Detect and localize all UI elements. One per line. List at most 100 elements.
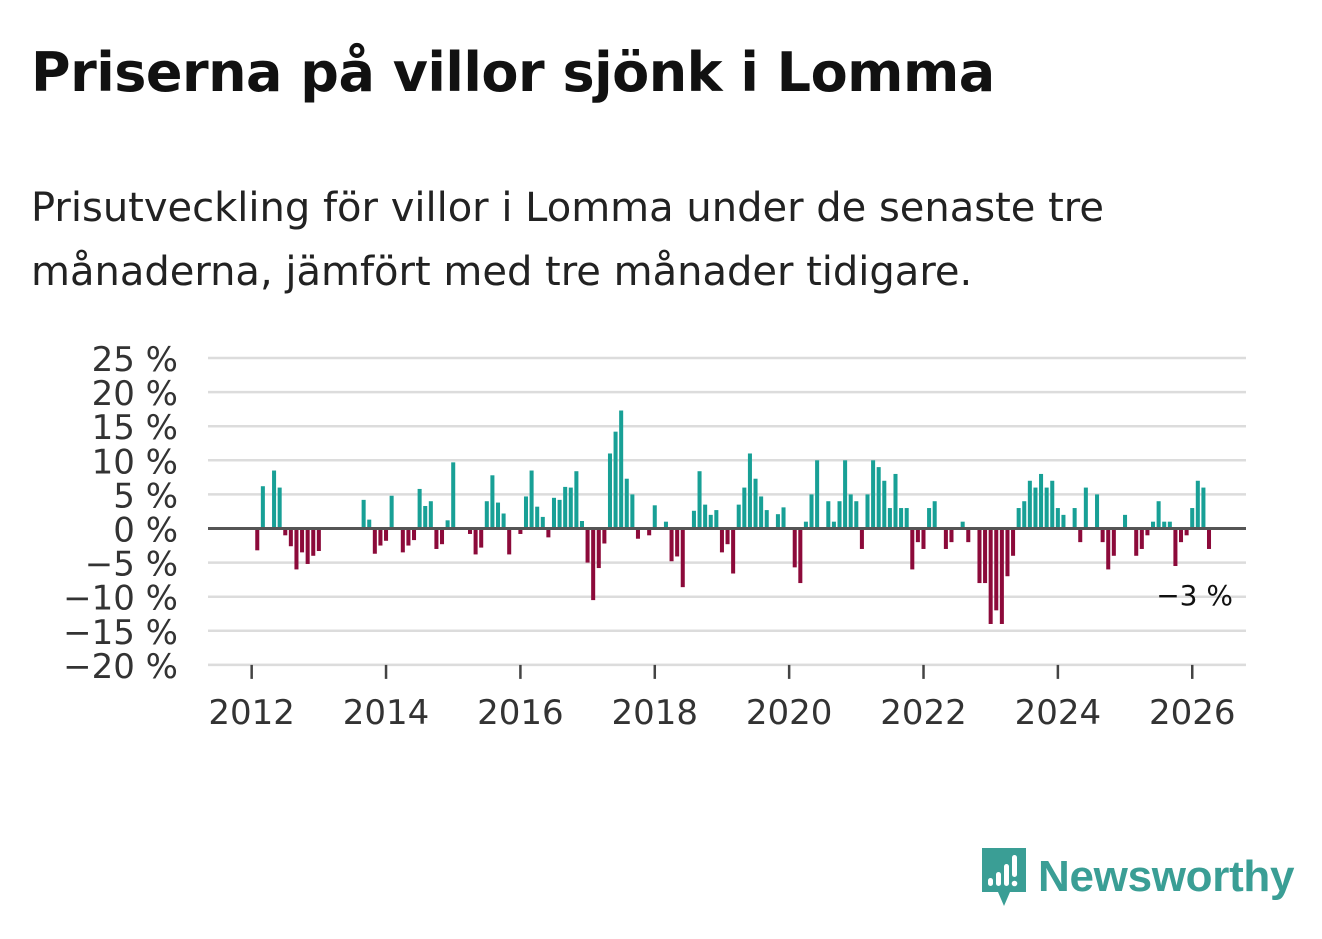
bar xyxy=(1005,528,1010,577)
bar xyxy=(546,528,551,538)
bar xyxy=(484,501,489,529)
x-tick-label: 2012 xyxy=(208,693,295,733)
bar xyxy=(591,528,596,601)
bar xyxy=(501,513,506,529)
bar xyxy=(1206,528,1212,549)
bar xyxy=(966,528,971,543)
bar xyxy=(994,528,999,611)
y-tick-label: 0 % xyxy=(113,511,178,551)
bar xyxy=(423,505,428,529)
bar xyxy=(1134,528,1139,556)
y-tick-label: 5 % xyxy=(113,476,178,516)
x-tick-label: 2014 xyxy=(343,693,430,733)
bar xyxy=(1139,528,1144,549)
bar xyxy=(557,499,562,529)
bar xyxy=(1078,528,1083,543)
bar xyxy=(697,471,702,529)
bar xyxy=(417,488,422,529)
bar xyxy=(378,528,383,546)
bar xyxy=(882,480,887,529)
bar xyxy=(412,528,417,541)
bar xyxy=(1156,501,1161,529)
bar xyxy=(1201,487,1206,529)
bar xyxy=(815,460,820,529)
bar xyxy=(725,528,730,545)
bar xyxy=(490,475,495,529)
bar xyxy=(400,528,405,553)
bar xyxy=(579,521,584,529)
y-tick-label: −20 % xyxy=(63,647,178,687)
bar xyxy=(1011,528,1016,556)
bar xyxy=(1184,528,1189,536)
bar xyxy=(708,514,713,529)
bar xyxy=(473,528,478,555)
bar xyxy=(607,453,612,529)
bar xyxy=(647,528,652,536)
y-tick-label: 20 % xyxy=(92,374,178,414)
bar xyxy=(798,528,803,584)
bar xyxy=(316,528,321,552)
bar xyxy=(781,507,786,529)
last-value-label: −3 % xyxy=(1156,579,1233,612)
bar xyxy=(272,470,277,529)
bar xyxy=(1022,501,1027,529)
bar xyxy=(960,521,965,529)
bar xyxy=(613,431,618,529)
bar xyxy=(1061,514,1066,529)
bar xyxy=(714,510,719,529)
bar xyxy=(468,528,473,534)
bar xyxy=(691,510,696,529)
bar xyxy=(1123,514,1128,529)
bar xyxy=(406,528,411,546)
bar xyxy=(943,528,948,549)
bar xyxy=(871,460,876,529)
bar xyxy=(568,487,573,529)
bar xyxy=(753,478,758,529)
bar xyxy=(1083,487,1088,529)
bar xyxy=(255,528,260,551)
bar xyxy=(843,460,848,529)
bar xyxy=(1072,508,1077,529)
newsworthy-logo-icon xyxy=(982,848,1026,906)
bar xyxy=(983,528,988,584)
x-tick-label: 2016 xyxy=(477,693,564,733)
bar xyxy=(434,528,439,549)
bar xyxy=(764,510,769,529)
bar xyxy=(747,453,752,529)
bar xyxy=(260,486,265,529)
bar xyxy=(1027,480,1032,529)
bar xyxy=(574,471,579,529)
bar xyxy=(792,528,797,568)
bar xyxy=(910,528,915,570)
bar xyxy=(663,521,668,529)
bar xyxy=(451,462,456,529)
bar xyxy=(680,528,685,588)
bar xyxy=(899,508,904,529)
bar xyxy=(803,521,808,529)
bar xyxy=(619,410,624,529)
bar xyxy=(927,508,932,529)
bar xyxy=(585,528,590,563)
bar xyxy=(1151,521,1156,529)
y-tick-label: −15 % xyxy=(63,613,178,653)
x-tick-label: 2026 xyxy=(1149,693,1236,733)
bar xyxy=(311,528,316,556)
bar xyxy=(1100,528,1105,543)
bar xyxy=(1145,528,1150,536)
y-tick-label: 15 % xyxy=(92,408,178,448)
x-tick-label: 2020 xyxy=(746,693,833,733)
bar xyxy=(479,528,484,548)
bar xyxy=(1179,528,1184,543)
bar xyxy=(535,506,540,529)
bar xyxy=(837,501,842,529)
bar xyxy=(277,487,282,529)
bar xyxy=(428,501,433,529)
bar xyxy=(563,486,568,529)
bar xyxy=(865,494,870,529)
bar xyxy=(384,528,389,541)
x-tick-label: 2018 xyxy=(612,693,699,733)
bar xyxy=(367,519,372,529)
bar xyxy=(294,528,299,570)
y-axis-labels: 25 %20 %15 %10 %5 %0 %−5 %−10 %−15 %−20 … xyxy=(63,340,178,687)
bar xyxy=(893,473,898,529)
